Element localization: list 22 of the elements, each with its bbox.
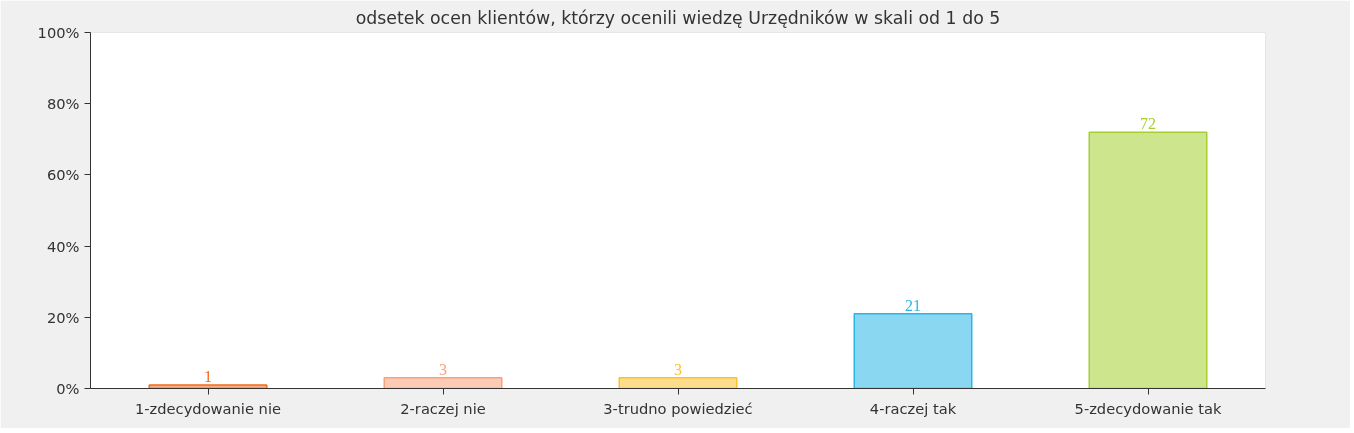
data-label: 3 <box>439 360 447 378</box>
x-tick-label: 5-zdecydowanie tak <box>1074 399 1222 417</box>
x-tick-label: 3-trudno powiedzieć <box>603 399 753 417</box>
x-tick-label: 4-raczej tak <box>869 399 957 417</box>
data-label: 1 <box>204 367 212 385</box>
y-tick-label: 20% <box>46 308 80 326</box>
data-label: 3 <box>674 360 682 378</box>
bar <box>1088 131 1208 389</box>
bar <box>148 384 268 389</box>
x-tick-label: 2-raczej nie <box>400 399 486 417</box>
bar <box>383 377 503 389</box>
bar <box>618 377 738 389</box>
y-tick-label: 80% <box>46 95 80 113</box>
y-tick-label: 40% <box>46 237 80 255</box>
data-label: 72 <box>1140 115 1156 133</box>
x-tick-label: 1-zdecydowanie nie <box>134 399 282 417</box>
y-tick-label: 0% <box>56 380 80 397</box>
bar <box>853 312 973 389</box>
chart-title: odsetek ocen klientów, którzy ocenili wiedzę Urzędników w skali od 1 do 5 <box>355 7 1001 28</box>
y-tick-label: 60% <box>46 166 80 184</box>
data-label: 21 <box>905 296 921 314</box>
y-tick-label: 100% <box>37 24 80 41</box>
